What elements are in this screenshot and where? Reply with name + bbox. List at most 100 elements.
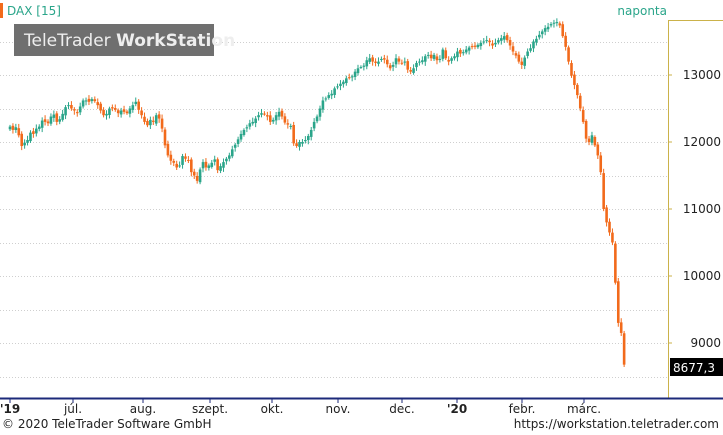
copyright-text: © 2020 TeleTrader Software GmbH	[2, 417, 212, 431]
candle-body	[29, 132, 32, 142]
candle-body	[529, 48, 532, 51]
candle-body	[187, 159, 190, 161]
candle-body	[342, 81, 345, 85]
y-tick-label: 11000	[683, 202, 721, 216]
candle-body	[552, 22, 556, 24]
candle-body	[228, 155, 231, 159]
candle-body	[190, 159, 193, 173]
last-value-label: 8677,3	[673, 361, 715, 375]
candle-body	[75, 112, 79, 114]
candle-body	[64, 107, 67, 116]
candle-body	[134, 101, 138, 105]
candle-body	[277, 111, 281, 117]
x-tick-label: '19	[0, 402, 20, 416]
candle-body	[78, 106, 82, 113]
candle-body	[538, 34, 541, 38]
candle-body	[149, 119, 152, 126]
candle-body	[441, 49, 445, 59]
footer-url-link[interactable]: https://workstation.teletrader.com	[513, 417, 719, 431]
candle-body	[447, 59, 450, 62]
candle-body	[225, 158, 228, 162]
candle-body	[116, 110, 120, 114]
candle-body	[163, 129, 167, 146]
candle-body	[23, 142, 26, 146]
candle-body	[333, 88, 336, 95]
candle-body	[73, 109, 76, 111]
candle-body	[239, 133, 243, 140]
candle-body	[289, 125, 293, 127]
candle-body	[46, 121, 50, 124]
candle-body	[438, 58, 442, 60]
candle-body	[406, 61, 410, 70]
x-tick-label: nov.	[326, 402, 351, 416]
candle-body	[476, 44, 480, 48]
candle-body	[52, 114, 56, 118]
candle-body	[131, 105, 135, 110]
candle-body	[336, 86, 339, 88]
candle-body	[394, 58, 398, 65]
candle-body	[590, 135, 594, 143]
candle-body	[87, 98, 91, 102]
candle-body	[260, 113, 263, 115]
candle-body	[456, 51, 459, 58]
candle-body	[251, 121, 255, 124]
candle-body	[242, 129, 246, 135]
candle-body	[491, 43, 494, 46]
candle-body	[49, 116, 53, 124]
candle-body	[58, 119, 62, 122]
candle-body	[14, 127, 18, 131]
candle-body	[67, 105, 70, 107]
candle-body	[146, 120, 149, 126]
instrument-label[interactable]: DAX [15]	[7, 4, 61, 18]
candle-body	[561, 24, 565, 37]
candle-body	[511, 46, 515, 52]
candle-body	[181, 156, 184, 165]
candle-body	[593, 136, 597, 146]
candle-body	[400, 62, 404, 64]
candle-body	[254, 118, 257, 124]
last-value-tag: 8677,3	[670, 358, 723, 376]
candle-body	[488, 40, 491, 43]
candle-body	[587, 138, 591, 142]
candle-body	[304, 139, 307, 142]
candle-body	[318, 108, 322, 117]
candle-body	[233, 144, 237, 148]
candle-body	[570, 63, 573, 76]
y-tick-label: 9000	[690, 336, 721, 350]
candle-body	[611, 232, 614, 243]
candle-body	[470, 46, 474, 48]
candle-body	[119, 110, 123, 115]
candle-body	[467, 47, 471, 51]
candle-body	[482, 41, 486, 43]
candle-body	[312, 121, 316, 129]
logo-text-bold: WorkStation	[116, 31, 235, 51]
period-label[interactable]: naponta	[617, 4, 667, 18]
candle-body	[391, 64, 395, 67]
candle-body	[8, 126, 12, 130]
candle-body	[532, 41, 535, 49]
candle-body	[508, 40, 512, 46]
candle-body	[192, 171, 196, 176]
candle-body	[301, 142, 304, 144]
candle-body	[178, 165, 181, 167]
candle-body	[599, 155, 603, 173]
last-value-background	[670, 358, 723, 376]
candle-body	[271, 119, 275, 122]
candle-body	[99, 103, 102, 111]
candle-body	[426, 54, 430, 56]
x-tick-label: aug.	[130, 402, 156, 416]
candle-body	[295, 143, 298, 147]
candle-body	[309, 129, 313, 137]
candle-body	[573, 74, 576, 86]
candle-body	[365, 60, 369, 67]
candle-body	[84, 100, 88, 102]
candle-body	[201, 162, 205, 169]
candle-body	[444, 50, 448, 59]
candle-body	[108, 108, 111, 115]
candle-body	[20, 133, 23, 147]
candle-body	[523, 57, 527, 66]
candle-body	[596, 144, 600, 156]
candle-body	[184, 156, 187, 159]
candle-body	[113, 108, 117, 110]
candle-body	[143, 116, 146, 122]
